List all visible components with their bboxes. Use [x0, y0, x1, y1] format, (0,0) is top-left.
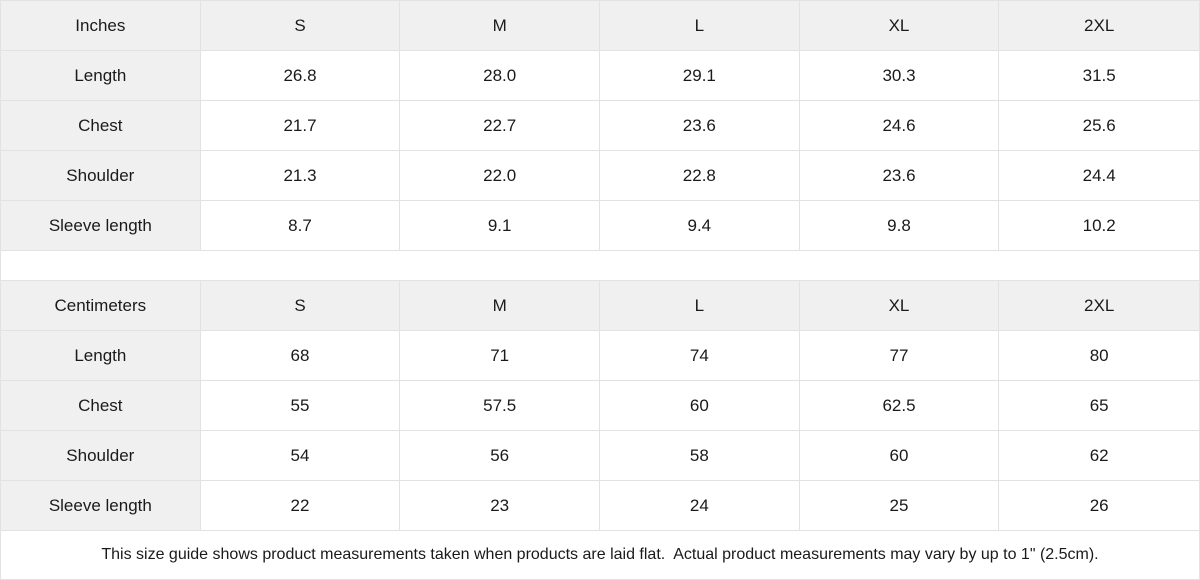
measurement-label-cell: Length [1, 51, 201, 101]
unit-header-cell: Centimeters [1, 281, 201, 331]
measurement-value-cell: 62 [999, 431, 1199, 481]
measurement-value-cell: 71 [400, 331, 600, 381]
measurement-value-cell: 9.1 [400, 201, 600, 251]
size-header-cell: XL [799, 1, 1000, 51]
measurement-value-cell: 24 [600, 481, 800, 531]
size-header-cell: 2XL [999, 281, 1199, 331]
size-header-cell: L [600, 281, 800, 331]
measurement-label-cell: Chest [1, 381, 201, 431]
measurement-value-cell: 22.8 [600, 151, 800, 201]
size-header-cell: L [600, 1, 800, 51]
size-header-cell: M [400, 281, 600, 331]
size-header-cell: M [400, 1, 600, 51]
size-header-cell: S [200, 281, 401, 331]
measurement-value-cell: 24.6 [799, 101, 1000, 151]
measurement-value-cell: 26.8 [200, 51, 401, 101]
measurement-value-cell: 23 [400, 481, 600, 531]
size-header-cell: 2XL [999, 1, 1199, 51]
measurement-label-cell: Shoulder [1, 431, 201, 481]
size-header-cell: S [200, 1, 401, 51]
measurement-label-cell: Sleeve length [1, 481, 201, 531]
measurement-value-cell: 56 [400, 431, 600, 481]
measurement-value-cell: 8.7 [200, 201, 401, 251]
measurement-value-cell: 26 [999, 481, 1199, 531]
measurement-value-cell: 23.6 [600, 101, 800, 151]
measurement-label-cell: Shoulder [1, 151, 201, 201]
size-table-centimeters: Centimeters S M L XL 2XL Length 68 71 74… [1, 281, 1199, 531]
measurement-value-cell: 22 [200, 481, 401, 531]
measurement-value-cell: 31.5 [999, 51, 1199, 101]
measurement-value-cell: 80 [999, 331, 1199, 381]
measurement-value-cell: 22.0 [400, 151, 600, 201]
measurement-value-cell: 54 [200, 431, 401, 481]
measurement-value-cell: 9.8 [799, 201, 1000, 251]
measurement-value-cell: 28.0 [400, 51, 600, 101]
measurement-value-cell: 22.7 [400, 101, 600, 151]
measurement-value-cell: 58 [600, 431, 800, 481]
measurement-value-cell: 55 [200, 381, 401, 431]
unit-header-cell: Inches [1, 1, 201, 51]
measurement-value-cell: 65 [999, 381, 1199, 431]
size-header-cell: XL [799, 281, 1000, 331]
measurement-value-cell: 24.4 [999, 151, 1199, 201]
measurement-value-cell: 9.4 [600, 201, 800, 251]
measurement-value-cell: 30.3 [799, 51, 1000, 101]
measurement-value-cell: 60 [799, 431, 1000, 481]
measurement-label-cell: Chest [1, 101, 201, 151]
measurement-value-cell: 74 [600, 331, 800, 381]
measurement-value-cell: 60 [600, 381, 800, 431]
measurement-value-cell: 21.3 [200, 151, 401, 201]
measurement-value-cell: 68 [200, 331, 401, 381]
measurement-label-cell: Sleeve length [1, 201, 201, 251]
size-guide-note: This size guide shows product measuremen… [101, 546, 1099, 563]
measurement-value-cell: 25 [799, 481, 1000, 531]
measurement-value-cell: 77 [799, 331, 1000, 381]
table-gap-spacer [1, 251, 1199, 281]
size-guide-note-row: This size guide shows product measuremen… [1, 531, 1199, 579]
measurement-value-cell: 23.6 [799, 151, 1000, 201]
measurement-value-cell: 29.1 [600, 51, 800, 101]
measurement-value-cell: 57.5 [400, 381, 600, 431]
measurement-label-cell: Length [1, 331, 201, 381]
measurement-value-cell: 62.5 [799, 381, 1000, 431]
measurement-value-cell: 21.7 [200, 101, 401, 151]
measurement-value-cell: 25.6 [999, 101, 1199, 151]
size-table-inches: Inches S M L XL 2XL Length 26.8 28.0 29.… [1, 1, 1199, 251]
measurement-value-cell: 10.2 [999, 201, 1199, 251]
